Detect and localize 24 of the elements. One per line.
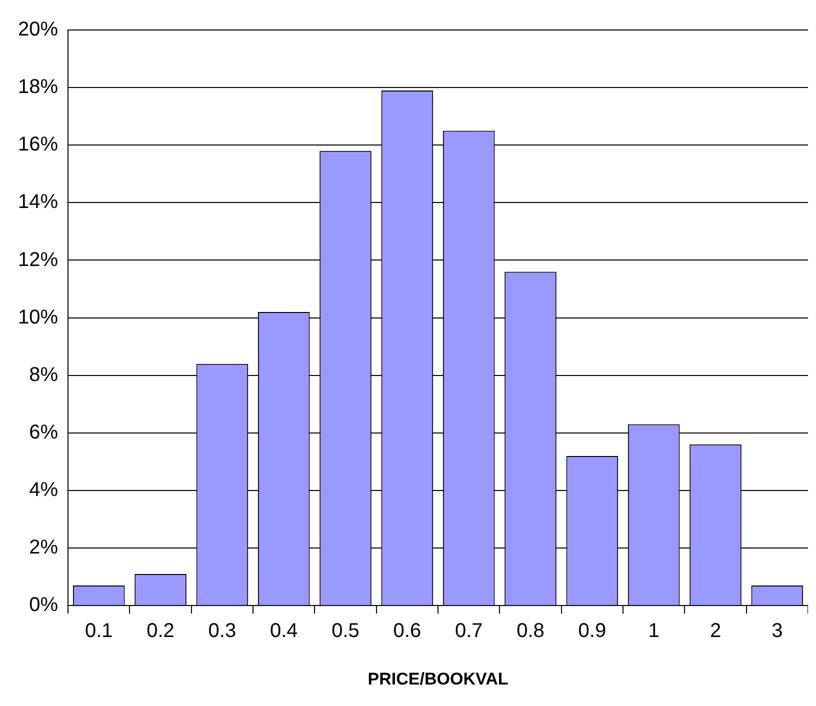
y-tick-label: 14% <box>18 191 58 214</box>
x-tick-label: 0.4 <box>270 620 298 642</box>
x-tick-label: 0.1 <box>84 620 113 642</box>
y-tick-label: 18% <box>18 76 58 98</box>
y-tick-label: 8% <box>29 364 58 386</box>
x-tick-label: 0.3 <box>208 620 236 642</box>
x-tick-label: 2 <box>710 620 722 642</box>
y-tick-label: 12% <box>18 248 58 271</box>
y-tick-label: 10% <box>18 306 58 328</box>
x-tick-label: 0.7 <box>454 620 483 642</box>
x-tick-label: 0.5 <box>332 620 360 642</box>
y-tick-label: 2% <box>29 536 58 559</box>
y-tick-label: 16% <box>18 134 58 156</box>
x-axis-title: PRICE/BOOKVAL <box>368 669 508 688</box>
x-tick-label: 1 <box>648 620 660 642</box>
x-tick-label: 0.6 <box>393 620 422 642</box>
x-tick-label: 0.2 <box>146 620 174 642</box>
y-tick-label: 20% <box>18 18 58 41</box>
y-tick-label: 6% <box>29 421 58 444</box>
y-tick-label: 0% <box>29 594 58 616</box>
x-tick-label: 0.8 <box>516 620 544 642</box>
y-tick-label: 4% <box>29 478 58 501</box>
x-tick-label: 3 <box>772 620 783 642</box>
x-tick-label: 0.9 <box>578 620 606 642</box>
